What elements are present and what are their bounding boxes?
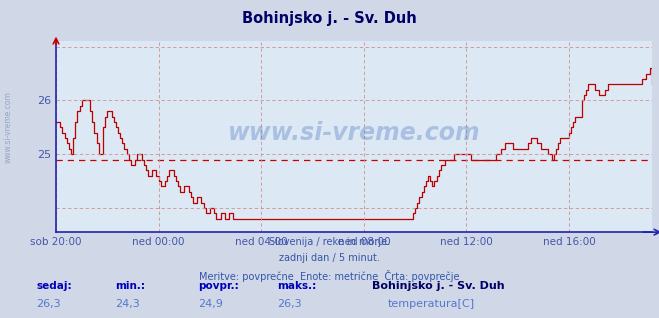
Text: www.si-vreme.com: www.si-vreme.com: [228, 121, 480, 145]
Text: 24,3: 24,3: [115, 299, 140, 309]
Text: www.si-vreme.com: www.si-vreme.com: [3, 91, 13, 163]
Text: maks.:: maks.:: [277, 281, 316, 291]
Text: povpr.:: povpr.:: [198, 281, 239, 291]
Text: Bohinjsko j. - Sv. Duh: Bohinjsko j. - Sv. Duh: [242, 11, 417, 26]
Text: Meritve: povprečne  Enote: metrične  Črta: povprečje: Meritve: povprečne Enote: metrične Črta:…: [199, 270, 460, 282]
Text: temperatura[C]: temperatura[C]: [387, 299, 474, 309]
Text: 26,3: 26,3: [277, 299, 301, 309]
Text: 26,3: 26,3: [36, 299, 61, 309]
Text: Bohinjsko j. - Sv. Duh: Bohinjsko j. - Sv. Duh: [372, 281, 505, 291]
Text: Slovenija / reke in morje.: Slovenija / reke in morje.: [269, 237, 390, 247]
Text: sedaj:: sedaj:: [36, 281, 72, 291]
Text: min.:: min.:: [115, 281, 146, 291]
Text: zadnji dan / 5 minut.: zadnji dan / 5 minut.: [279, 253, 380, 263]
Text: 24,9: 24,9: [198, 299, 223, 309]
